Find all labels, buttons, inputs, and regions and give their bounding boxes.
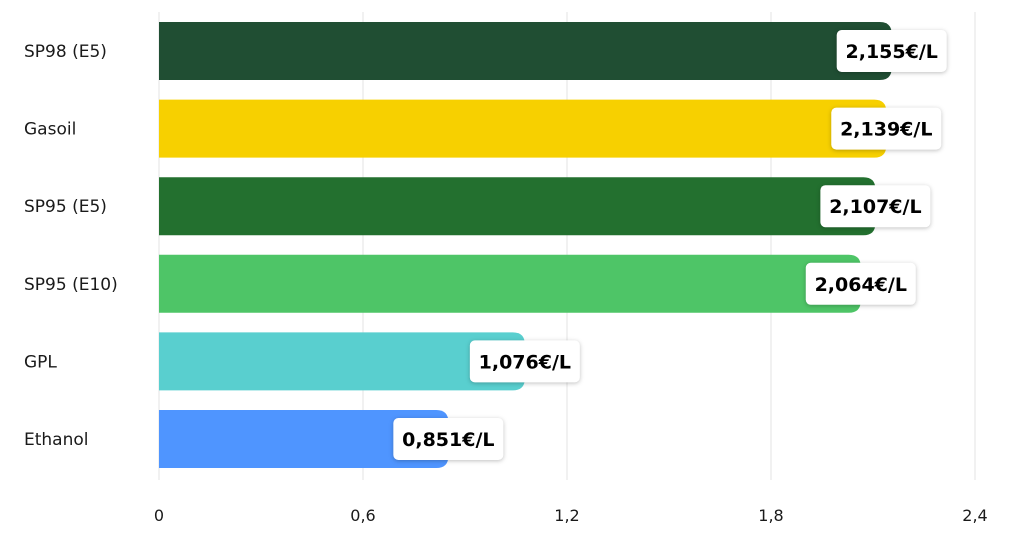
bar [159, 177, 876, 236]
value-label-box [393, 418, 504, 460]
value-label: 2,064€/L [805, 262, 916, 305]
category-label: GPL [24, 352, 57, 372]
value-label-text: 0,851€/L [402, 429, 494, 451]
value-label: 2,139€/L [831, 107, 942, 150]
value-label-box [820, 185, 931, 228]
value-label-text: 2,139€/L [840, 119, 932, 141]
value-label: 0,851€/L [393, 418, 504, 460]
category-label: Ethanol [24, 430, 89, 450]
x-tick-label: 0 [154, 506, 164, 525]
value-label: 1,076€/L [469, 340, 580, 383]
value-label-box [836, 30, 947, 72]
category-label: SP98 (E5) [24, 42, 107, 62]
x-tick-label: 1,2 [554, 506, 579, 525]
value-label-text: 2,107€/L [829, 196, 921, 218]
value-label: 2,107€/L [820, 185, 931, 228]
bar [159, 410, 449, 468]
value-label-box [805, 262, 916, 305]
value-label-text: 1,076€/L [479, 351, 571, 373]
category-label: SP95 (E5) [24, 197, 107, 217]
bar [159, 22, 892, 80]
category-label: Gasoil [24, 120, 76, 140]
value-label-box [831, 107, 942, 150]
value-labels: 2,155€/L 2,139€/L 2,107€/L 2,064€/L 1,076€/L… [393, 30, 947, 460]
gridlines [158, 12, 976, 480]
value-label: 2,155€/L [836, 30, 947, 72]
category-labels: SP98 (E5) Gasoil SP95 (E5) SP95 (E10) GPL Eth… [24, 42, 118, 450]
x-tick-label: 0,6 [350, 506, 375, 525]
x-axis-tick-labels: 0 0,6 1,2 1,8 2,4 [154, 506, 988, 525]
bar [159, 254, 861, 313]
bar [159, 332, 525, 391]
bars [159, 22, 892, 468]
value-label-text: 2,155€/L [846, 41, 938, 63]
value-label-box [469, 340, 580, 383]
bar [159, 99, 887, 158]
value-label-text: 2,064€/L [815, 274, 907, 296]
x-tick-label: 2,4 [962, 506, 987, 525]
category-label: SP95 (E10) [24, 275, 118, 295]
x-tick-label: 1,8 [758, 506, 783, 525]
